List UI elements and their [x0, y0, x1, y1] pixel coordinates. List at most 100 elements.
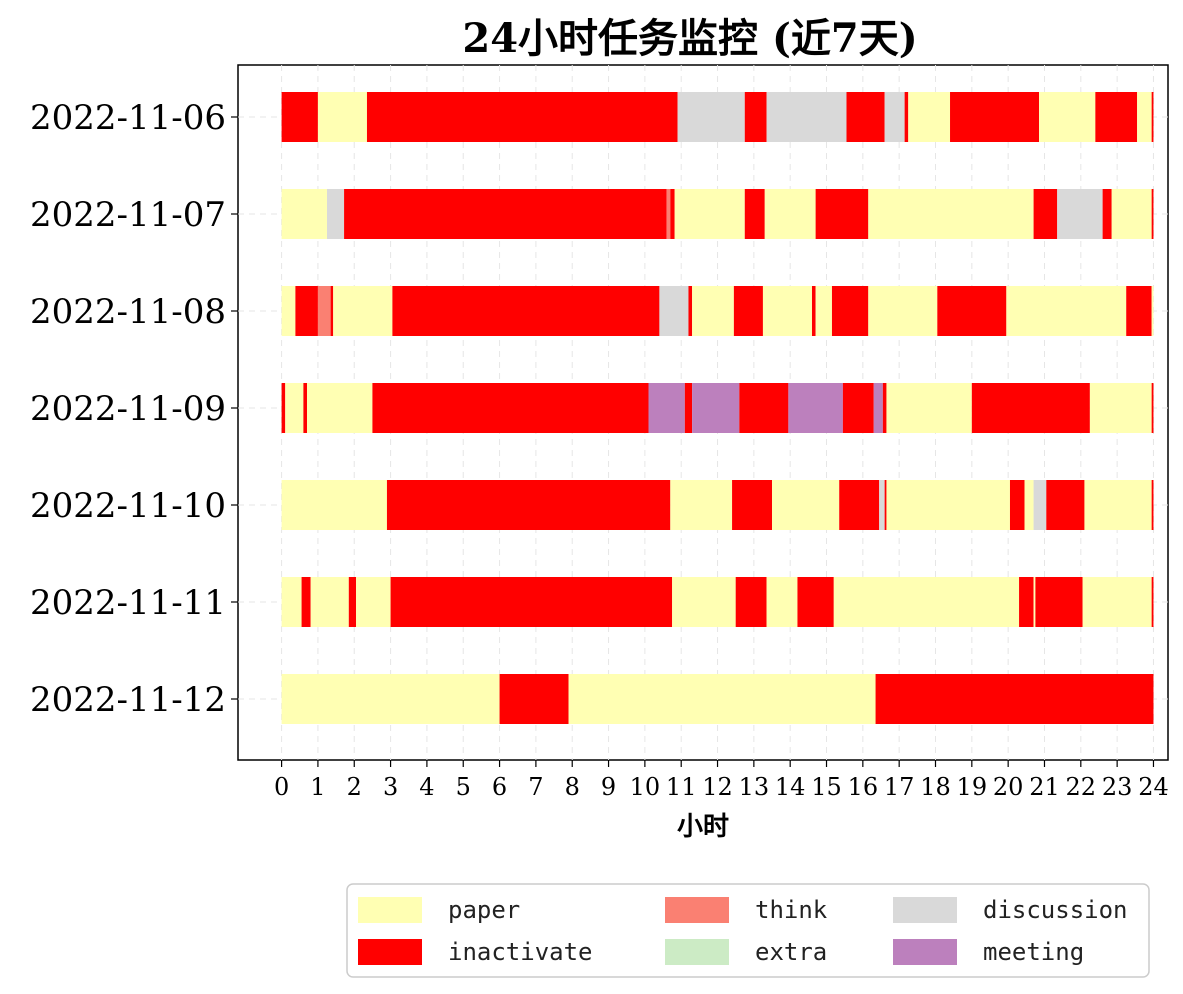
bar-segment-paper: [815, 286, 832, 336]
x-tick-label: 19: [957, 773, 988, 801]
x-tick-label: 17: [884, 773, 915, 801]
bar-segment-meeting: [873, 383, 883, 433]
bar-segment-paper: [670, 480, 733, 530]
bar-segment-inactivate: [839, 480, 880, 530]
bar-segment-paper: [1084, 480, 1152, 530]
bar-segment-inactivate: [330, 286, 334, 336]
bar-segment-discussion: [659, 286, 689, 336]
bar-segment-inactivate: [688, 286, 693, 336]
x-tick-label: 3: [383, 773, 398, 801]
y-tick-label: 2022-11-11: [30, 583, 226, 623]
bar-segment-paper: [1006, 286, 1127, 336]
bar-segment-inactivate: [281, 92, 318, 142]
bar-segment-discussion: [884, 92, 905, 142]
x-tick-label: 1: [310, 773, 325, 801]
bar-segment-paper: [766, 577, 798, 627]
bar-segment-discussion: [879, 480, 885, 530]
bar-segment-inactivate: [301, 577, 311, 627]
bar-segment-think: [666, 189, 671, 239]
bar-segment-inactivate: [386, 480, 671, 530]
bar-segment-paper: [310, 577, 349, 627]
bar-segment-paper: [1039, 92, 1096, 142]
bar-segment-inactivate: [295, 286, 318, 336]
bar-segment-paper: [868, 189, 1034, 239]
bar-segment-meeting: [788, 383, 843, 433]
x-tick-label: 13: [739, 773, 770, 801]
bar-segment-inactivate: [875, 674, 1154, 724]
bar-segment-inactivate: [1151, 480, 1154, 530]
x-tick-label: 20: [993, 773, 1024, 801]
bar-segment-paper: [317, 92, 367, 142]
bar-segment-inactivate: [390, 577, 673, 627]
bar-segment-inactivate: [950, 92, 1040, 142]
bar-segment-paper: [672, 577, 736, 627]
bar-segment-inactivate: [971, 383, 1090, 433]
bar-segment-inactivate: [732, 480, 773, 530]
x-tick-label: 12: [702, 773, 733, 801]
bar-segment-paper: [833, 577, 1020, 627]
bar-segment-inactivate: [842, 383, 874, 433]
y-tick-label: 2022-11-06: [30, 98, 226, 138]
bar-segment-paper: [285, 383, 304, 433]
bar-segment-paper: [281, 286, 296, 336]
x-tick-label: 7: [528, 773, 543, 801]
x-tick-label: 11: [666, 773, 697, 801]
bar-segment-inactivate: [684, 383, 693, 433]
x-tick-label: 22: [1066, 773, 1097, 801]
bar-segment-inactivate: [1046, 480, 1085, 530]
bar-segment-inactivate: [1102, 189, 1112, 239]
bar-segment-inactivate: [744, 92, 767, 142]
bar-segment-meeting: [692, 383, 740, 433]
bar-segment-paper: [1024, 480, 1034, 530]
x-tick-label: 5: [456, 773, 471, 801]
bar-segment-paper: [764, 189, 816, 239]
legend-swatch-inactivate: [358, 939, 422, 965]
bar-segment-paper: [281, 674, 500, 724]
bar-segment-inactivate: [1151, 92, 1154, 142]
bar-segment-inactivate: [846, 92, 885, 142]
bar-segment-inactivate: [392, 286, 660, 336]
bar-segment-paper: [1151, 286, 1154, 336]
bar-segment-inactivate: [344, 189, 667, 239]
bar-segment-inactivate: [744, 189, 765, 239]
legend-label-inactivate: inactivate: [448, 938, 593, 966]
bar-segment-inactivate: [937, 286, 1007, 336]
bar-segment-paper: [762, 286, 812, 336]
y-tick-label: 2022-11-09: [30, 389, 226, 429]
bar-segment-inactivate: [811, 286, 816, 336]
x-tick-label: 2: [347, 773, 362, 801]
bar-segment-discussion: [1033, 480, 1047, 530]
y-tick-label: 2022-11-12: [30, 680, 226, 720]
bar-segment-paper: [1082, 577, 1152, 627]
bar-segment-paper: [568, 674, 876, 724]
x-axis-label: 小时: [677, 812, 729, 842]
bar-segment-inactivate: [499, 674, 569, 724]
x-tick-label: 23: [1102, 773, 1133, 801]
bar-segment-inactivate: [815, 189, 869, 239]
x-tick-label: 21: [1029, 773, 1060, 801]
bar-segment-inactivate: [1009, 480, 1025, 530]
bar-segment-paper: [1111, 189, 1152, 239]
x-tick-label: 6: [492, 773, 507, 801]
bar-segment-paper: [868, 286, 938, 336]
bar-segment-inactivate: [348, 577, 357, 627]
legend-swatch-paper: [358, 897, 422, 923]
bar-segment-paper: [281, 480, 387, 530]
x-tick-label: 8: [565, 773, 580, 801]
bar-segment-inactivate: [1151, 577, 1154, 627]
bar-segment-inactivate: [1035, 577, 1083, 627]
bar-segment-discussion: [327, 189, 345, 239]
legend-label-meeting: meeting: [983, 938, 1084, 966]
legend-label-discussion: discussion: [983, 896, 1128, 924]
bar-segment-meeting: [648, 383, 685, 433]
x-tick-label: 16: [848, 773, 879, 801]
bar-segment-paper: [307, 383, 373, 433]
bar-segment-discussion: [1057, 189, 1103, 239]
plot-frame: [237, 64, 1169, 761]
bar-segment-inactivate: [1151, 383, 1154, 433]
bars-layer: [281, 92, 1154, 724]
bar-segment-paper: [908, 92, 951, 142]
bar-segment-inactivate: [735, 577, 767, 627]
y-tick-label: 2022-11-10: [30, 486, 226, 526]
bar-segment-inactivate: [831, 286, 869, 336]
